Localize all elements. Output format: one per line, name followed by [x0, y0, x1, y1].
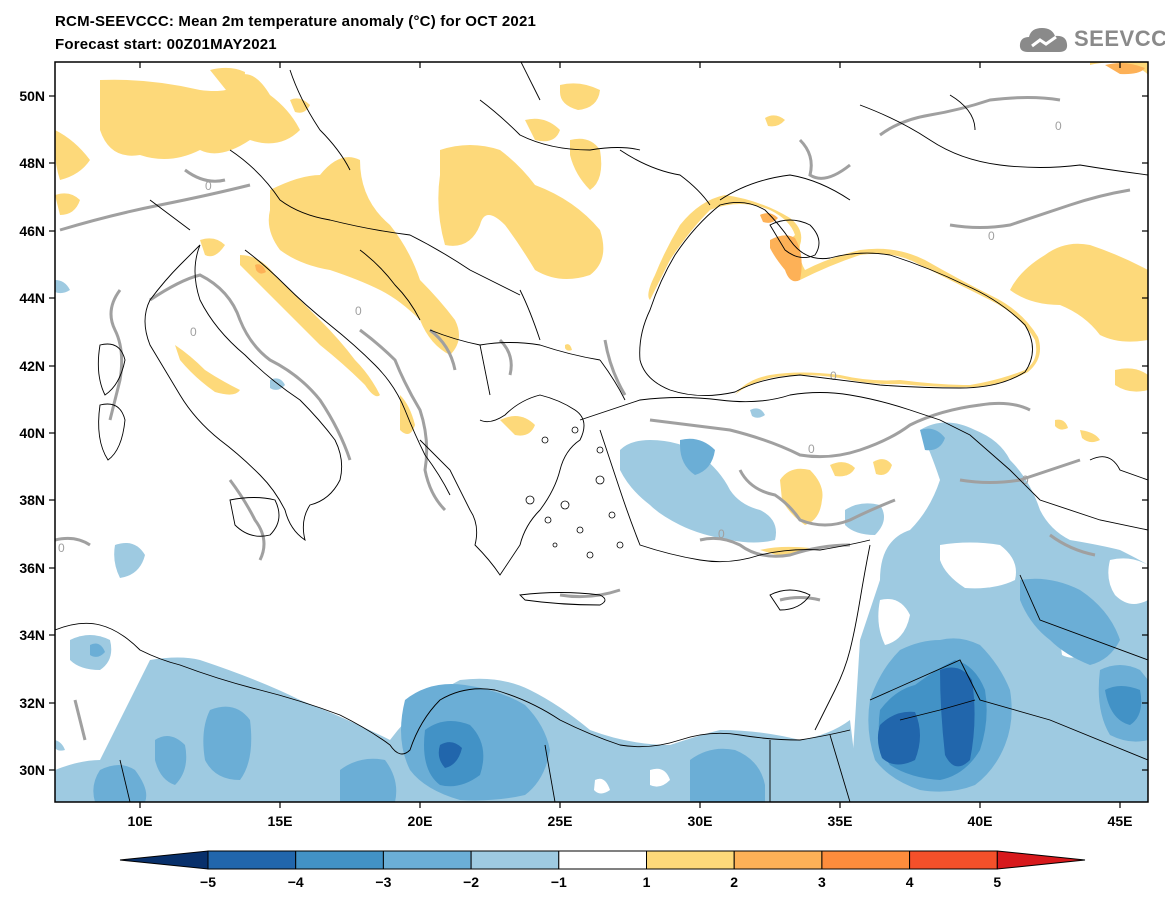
- colorbar-label: 3: [818, 874, 826, 890]
- lat-label: 44N: [19, 290, 45, 306]
- warm-anomaly-patches: [55, 62, 1148, 556]
- colorbar-segment: [558, 850, 647, 870]
- svg-text:0: 0: [988, 229, 995, 243]
- zero-contours: [55, 96, 1131, 741]
- colorbar-segment: [821, 850, 911, 870]
- logo-text: SEEVCCC: [1074, 26, 1165, 51]
- svg-text:0: 0: [808, 442, 815, 456]
- forecast-start: Forecast start: 00Z01MAY2021: [55, 36, 277, 53]
- colorbar-segment: [382, 850, 472, 870]
- coastlines-and-borders: [55, 62, 1148, 802]
- colorbar-label: −4: [288, 874, 304, 890]
- longitude-axis: 10E 15E 20E 25E 30E 35E 40E 45E: [128, 62, 1133, 829]
- svg-text:0: 0: [190, 325, 197, 339]
- lon-label: 15E: [268, 813, 293, 829]
- lat-label: 46N: [19, 223, 45, 239]
- map-layers: 0 0 0 0 0 0 0 0 0 0: [55, 62, 1148, 802]
- colorbar-label: 5: [993, 874, 1001, 890]
- lat-label: 48N: [19, 155, 45, 171]
- svg-text:0: 0: [58, 541, 65, 555]
- lat-label: 32N: [19, 695, 45, 711]
- colorbar-segment: [207, 850, 297, 870]
- lon-label: 30E: [688, 813, 713, 829]
- lat-label: 42N: [19, 358, 45, 374]
- lat-label: 50N: [19, 88, 45, 104]
- svg-text:0: 0: [830, 369, 837, 383]
- lat-label: 38N: [19, 492, 45, 508]
- lon-label: 45E: [1108, 813, 1133, 829]
- lon-label: 20E: [408, 813, 433, 829]
- svg-text:0: 0: [718, 527, 725, 541]
- colorbar-label: −1: [551, 874, 567, 890]
- colorbar-segment: [646, 850, 735, 870]
- lon-label: 35E: [828, 813, 853, 829]
- svg-text:0: 0: [355, 304, 362, 318]
- svg-text:0: 0: [205, 179, 212, 193]
- svg-text:0: 0: [1055, 119, 1062, 133]
- colorbar-label: −3: [375, 874, 391, 890]
- colorbar-label: −2: [463, 874, 479, 890]
- colorbar-segment: [733, 850, 823, 870]
- colorbar: −5 −4 −3 −2 −1 1 2 3 4 5: [119, 850, 1086, 890]
- lon-label: 25E: [548, 813, 573, 829]
- lat-label: 36N: [19, 560, 45, 576]
- colorbar-label: −5: [200, 874, 216, 890]
- colorbar-extend-high: [996, 850, 1086, 870]
- map-title: RCM-SEEVCCC: Mean 2m temperature anomaly…: [55, 13, 537, 30]
- svg-text:0: 0: [1022, 473, 1029, 487]
- aegean-islands: [525, 426, 624, 559]
- colorbar-segment: [295, 850, 384, 870]
- colorbar-label: 2: [730, 874, 738, 890]
- lat-label: 40N: [19, 425, 45, 441]
- colorbar-label: 4: [906, 874, 914, 890]
- seevccc-logo: SEEVCCC: [1018, 22, 1165, 56]
- warm-anomaly-patches-strong: [255, 63, 1145, 282]
- colorbar-segment: [470, 850, 560, 870]
- map-frame: [54, 61, 1149, 803]
- cloud-icon: [1019, 28, 1068, 52]
- colorbar-label: 1: [643, 874, 651, 890]
- lat-label: 34N: [19, 627, 45, 643]
- colorbar-segment: [909, 850, 998, 870]
- lat-label: 30N: [19, 762, 45, 778]
- colorbar-extend-low: [119, 850, 209, 870]
- lon-label: 10E: [128, 813, 153, 829]
- lon-label: 40E: [968, 813, 993, 829]
- cold-anomaly-patches-extreme: [438, 667, 975, 768]
- contour-labels: 0 0 0 0 0 0 0 0 0 0: [58, 119, 1062, 555]
- latitude-axis: 50N 48N 46N 44N 42N 40N 38N 36N 34N 32N 30N: [19, 88, 1148, 778]
